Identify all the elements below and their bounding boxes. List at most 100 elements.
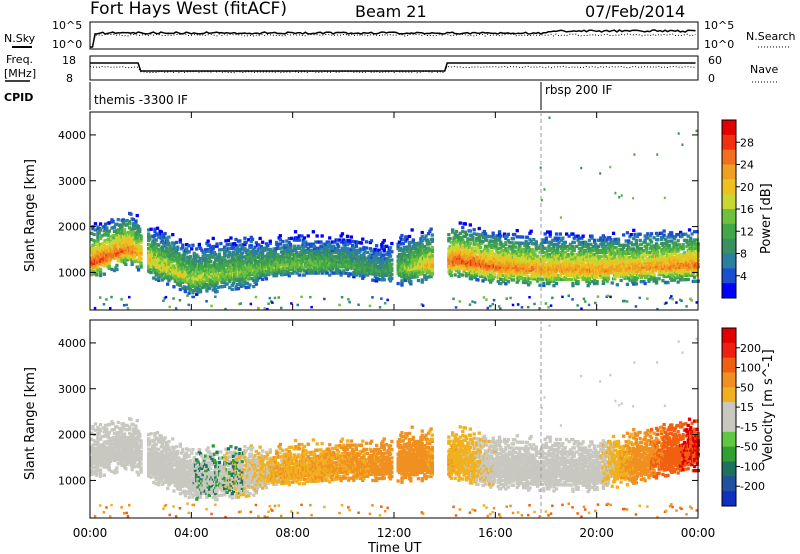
power-cell (185, 243, 189, 247)
power-cell (340, 296, 344, 299)
power-cell (430, 233, 434, 237)
power-cell (497, 305, 501, 308)
power-cell (552, 279, 556, 284)
power-cell (195, 253, 199, 257)
power-cell (283, 268, 288, 272)
power-cell (176, 247, 180, 251)
power-cell (325, 246, 329, 250)
power-cell (454, 306, 458, 309)
power-cell (139, 236, 143, 240)
power-cell (345, 249, 350, 253)
power-cell (128, 295, 131, 299)
power-cell (131, 222, 136, 226)
power-cell (462, 269, 466, 273)
power-cell (306, 234, 310, 238)
power-cell (139, 248, 143, 253)
power-cell (558, 269, 562, 273)
power-cell (91, 227, 95, 231)
power-cell (472, 271, 476, 275)
power-cell (390, 250, 394, 254)
power-cell (580, 253, 584, 257)
power-cell (591, 253, 595, 257)
power-cell (586, 284, 590, 288)
power-cell (505, 253, 509, 257)
power-cell (400, 252, 404, 256)
power-cell (576, 259, 580, 263)
power-cell (257, 243, 261, 247)
power-cell (489, 280, 493, 284)
power-cell (464, 257, 469, 261)
power-cell (424, 246, 428, 251)
power-cell (495, 242, 499, 246)
power-cell (458, 300, 462, 303)
power-cell (499, 281, 503, 286)
power-cell (278, 234, 282, 238)
power-cell (430, 245, 434, 250)
power-cell (98, 273, 103, 278)
power-cell (110, 295, 113, 299)
power-cell (210, 249, 214, 253)
power-cell (291, 271, 295, 275)
power-cell (250, 237, 255, 241)
power-cell (202, 281, 206, 285)
power-cell (133, 259, 137, 264)
power-cell (551, 255, 555, 259)
power-cell (347, 298, 350, 301)
power-cell (345, 234, 350, 238)
power-cell (337, 244, 341, 248)
power-cell (245, 281, 250, 285)
power-cell (491, 302, 494, 306)
power-cell (181, 243, 185, 247)
power-cell (471, 269, 475, 273)
power-cell (483, 234, 488, 238)
power-cell (153, 242, 157, 246)
power-cell (343, 244, 347, 248)
power-cell (235, 250, 239, 254)
power-cell (335, 248, 339, 252)
power-cell (217, 254, 222, 258)
power-cell (282, 270, 286, 274)
power-cell (511, 237, 516, 241)
power-cell (584, 300, 587, 303)
power-cell (571, 253, 575, 257)
power-cell (304, 248, 308, 252)
noise-tick-low-right: 10^0 (704, 38, 734, 51)
power-cell (397, 242, 402, 246)
power-cell (467, 266, 471, 270)
power-cell (548, 248, 552, 253)
power-cell (268, 258, 272, 262)
power-cell (409, 275, 413, 280)
power-cell (390, 262, 394, 266)
power-cell (518, 235, 522, 239)
power-cell (477, 235, 481, 239)
power-cell (482, 229, 486, 234)
power-cell (413, 250, 417, 254)
power-cell (592, 244, 597, 249)
power-cell (193, 266, 198, 270)
power-cell (286, 247, 290, 251)
power-cell (369, 239, 374, 243)
power-cell (196, 288, 200, 292)
power-cell (482, 271, 486, 275)
power-cell (305, 242, 309, 246)
power-cell (307, 265, 312, 269)
power-cell (188, 288, 193, 292)
power-cell (449, 273, 453, 278)
power-cell (172, 248, 176, 252)
power-cell (490, 249, 494, 254)
power-cell (544, 236, 548, 240)
power-cell (333, 271, 337, 275)
power-cell (347, 274, 351, 278)
power-cell (420, 239, 424, 243)
power-cell (115, 267, 119, 272)
power-cell (524, 245, 528, 250)
nave-tick-high: 60 (708, 54, 722, 67)
power-cell (388, 270, 393, 275)
power-cell (551, 259, 555, 263)
power-cell (107, 229, 111, 233)
power-cell (506, 232, 510, 236)
power-cell (154, 246, 158, 250)
power-cell (285, 258, 289, 262)
power-cell (331, 254, 336, 259)
power-cell (501, 279, 505, 284)
